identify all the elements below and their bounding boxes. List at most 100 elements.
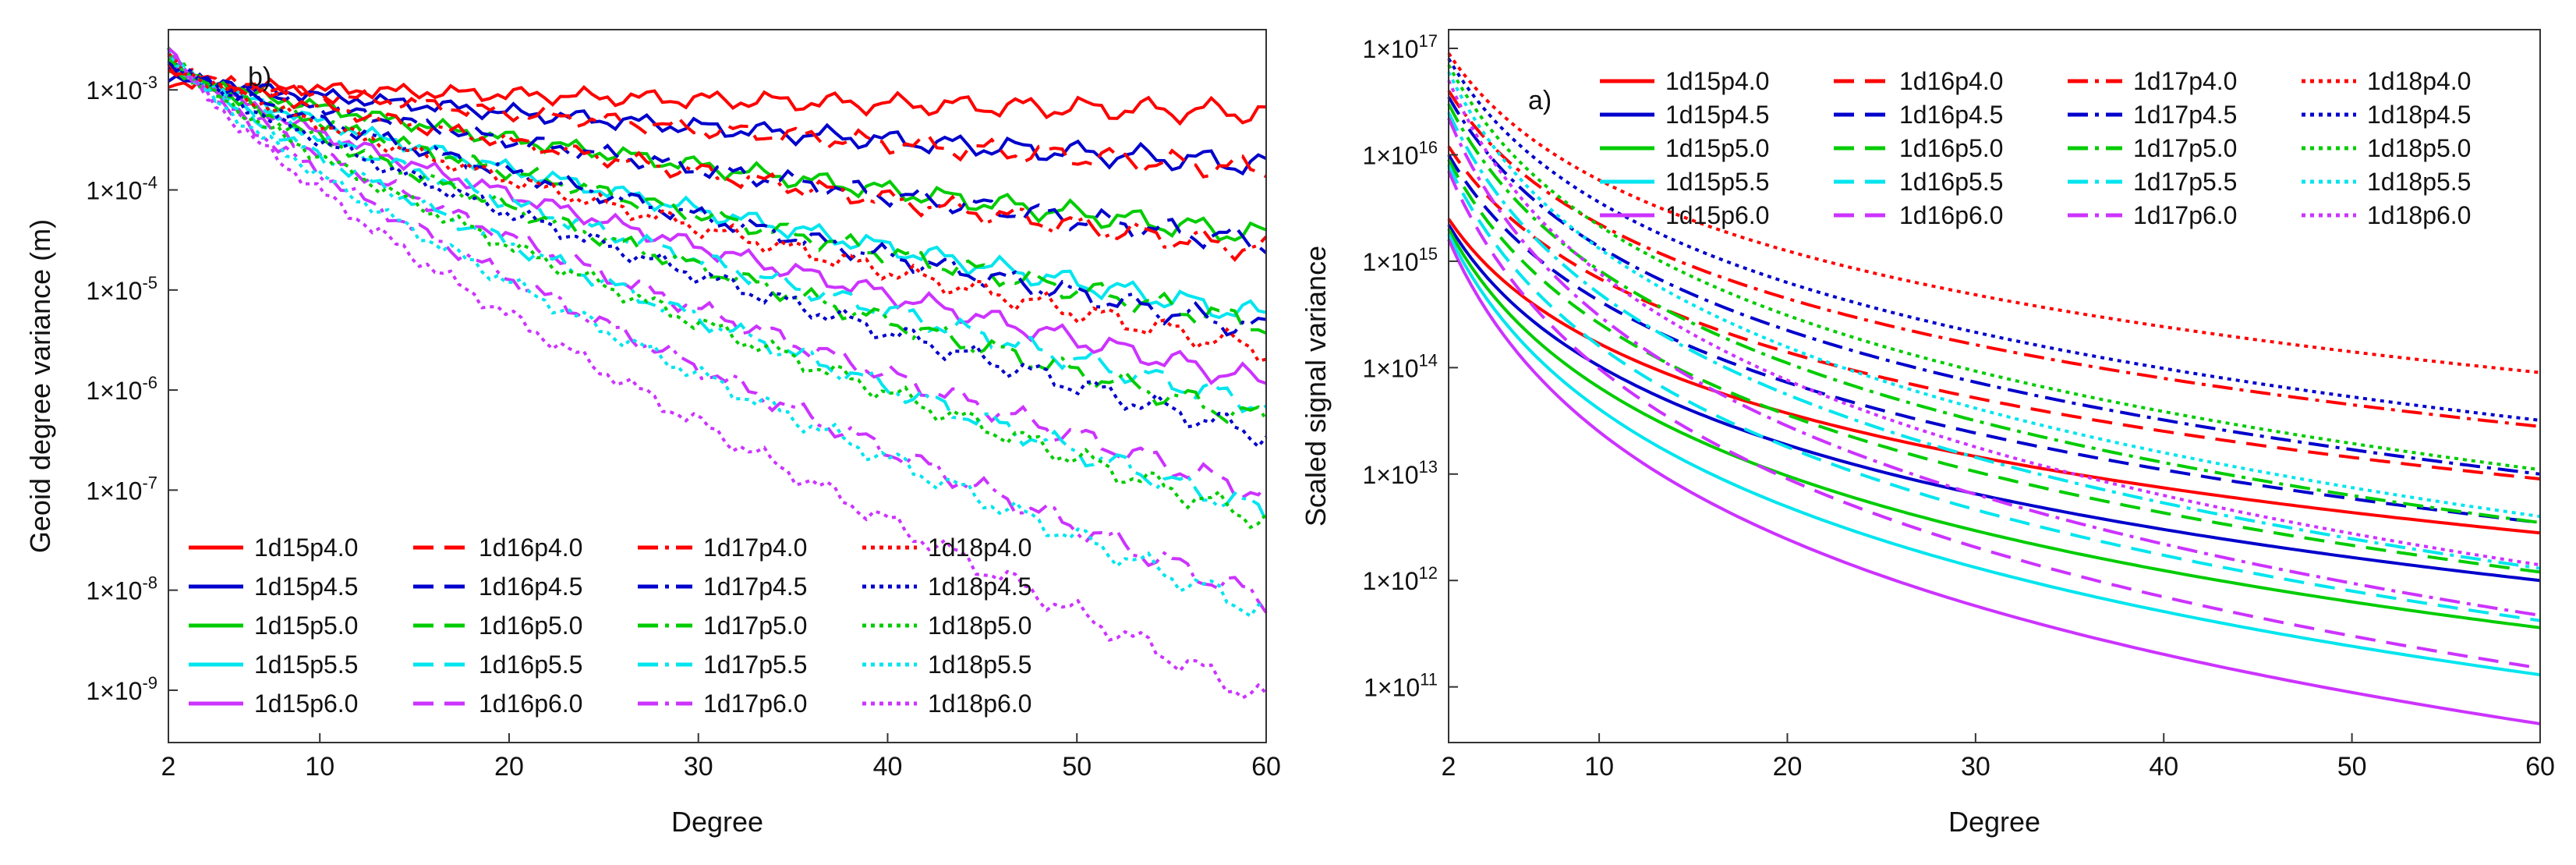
legend-item: 1d17p4.0 xyxy=(2068,67,2237,95)
series-line-1d16p4.5 xyxy=(1447,154,2541,524)
series-line-1d18p4.5 xyxy=(1447,58,2541,422)
x-tick-label: 2 xyxy=(161,752,176,782)
series-line-1d16p6.0 xyxy=(1447,170,2541,670)
legend-label: 1d15p5.0 xyxy=(1665,134,1769,162)
series-line-1d18p5.5 xyxy=(167,48,1267,619)
x-tick-label: 10 xyxy=(1584,752,1614,782)
plot-frame xyxy=(168,29,1267,743)
legend-item: 1d18p4.5 xyxy=(862,573,1031,601)
legend-item: 1d16p4.0 xyxy=(1834,67,2003,95)
y-tick-label: 1×1011 xyxy=(1364,670,1438,702)
series-line-1d16p5.5 xyxy=(167,57,1267,414)
y-tick-label: 1×10-3 xyxy=(86,73,157,105)
legend-item: 1d17p4.5 xyxy=(2068,101,2237,129)
signal-variance-panel: 2 10 20 30 40 50 60 1×1017 1×1016 1×1015 1×1014 1×1… xyxy=(1300,29,2555,838)
legend-item: 1d17p5.5 xyxy=(638,651,807,679)
legend-label: 1d18p4.5 xyxy=(2367,101,2471,129)
y-tick-label: 1×10-4 xyxy=(86,173,157,205)
legend-label: 1d17p5.0 xyxy=(2133,134,2237,162)
legend-label: 1d18p5.5 xyxy=(928,651,1031,679)
y-tick-label: 1×10-5 xyxy=(86,273,157,305)
legend-item: 1d15p4.0 xyxy=(189,534,358,562)
series-line-1d18p4.5 xyxy=(167,47,1268,449)
y-tick-label: 1×1012 xyxy=(1362,563,1438,595)
legend-item: 1d18p5.5 xyxy=(862,651,1031,679)
x-tick-label: 60 xyxy=(2525,752,2555,782)
series-curves xyxy=(1447,52,2541,725)
legend-label: 1d16p4.5 xyxy=(479,573,582,601)
series-line-1d15p4.0 xyxy=(1447,218,2541,535)
legend-label: 1d15p4.5 xyxy=(1665,101,1769,129)
legend: 1d15p4.0 1d15p4.5 1d15p5.0 1d15p5.5 1d15p6.0… xyxy=(189,534,1031,718)
series-line-1d17p5.0 xyxy=(167,57,1268,424)
series-line-1d15p6.0 xyxy=(1447,239,2541,725)
legend-item: 1d18p4.0 xyxy=(862,534,1031,562)
legend-label: 1d16p4.5 xyxy=(1899,101,2003,129)
legend-item: 1d17p4.5 xyxy=(638,573,807,601)
legend-label: 1d15p4.0 xyxy=(1665,67,1769,95)
legend-label: 1d15p5.5 xyxy=(1665,168,1769,196)
legend-label: 1d15p4.5 xyxy=(254,573,358,601)
legend-label: 1d17p5.0 xyxy=(703,612,807,640)
x-tick-label: 10 xyxy=(305,752,334,782)
legend-label: 1d18p4.0 xyxy=(2367,67,2471,95)
legend-item: 1d16p6.0 xyxy=(1834,201,2003,229)
series-line-1d18p5.0 xyxy=(1447,64,2541,472)
legend-item: 1d17p5.0 xyxy=(2068,134,2237,162)
series-line-1d15p5.0 xyxy=(168,69,1267,243)
series-line-1d18p6.0 xyxy=(167,48,1268,700)
legend-item: 1d17p6.0 xyxy=(2068,201,2237,229)
legend-label: 1d18p5.0 xyxy=(2367,134,2471,162)
legend-item: 1d18p4.0 xyxy=(2302,67,2471,95)
y-tick-label: 1×1015 xyxy=(1362,244,1438,276)
series-line-1d16p4.0 xyxy=(1447,145,2541,480)
y-axis-label: Scaled signal variance xyxy=(1300,246,1332,526)
legend-item: 1d16p4.0 xyxy=(413,534,582,562)
legend-item: 1d15p4.5 xyxy=(1600,101,1769,129)
legend-item: 1d16p5.5 xyxy=(413,651,582,679)
legend-item: 1d15p6.0 xyxy=(1600,201,1769,229)
plot-frame xyxy=(1448,29,2541,743)
x-tick-label: 30 xyxy=(1961,752,1990,782)
series-line-1d15p4.0 xyxy=(168,77,1267,126)
legend-label: 1d16p6.0 xyxy=(1899,201,2003,229)
series-line-1d18p6.0 xyxy=(1447,80,2541,567)
legend-label: 1d16p5.5 xyxy=(479,651,582,679)
series-line-1d18p4.0 xyxy=(1447,52,2541,374)
x-tick-label: 40 xyxy=(873,752,903,782)
legend-item: 1d16p4.5 xyxy=(1834,101,2003,129)
y-tick-label: 1×10-9 xyxy=(86,673,157,705)
series-line-1d15p5.5 xyxy=(1447,233,2541,677)
legend-label: 1d17p4.5 xyxy=(703,573,807,601)
legend-item: 1d15p5.5 xyxy=(189,651,358,679)
legend-item: 1d15p4.0 xyxy=(1600,67,1769,95)
series-line-1d18p5.0 xyxy=(167,47,1268,530)
legend-label: 1d18p5.5 xyxy=(2367,168,2471,196)
series-curves xyxy=(167,47,1268,700)
panel-label: a) xyxy=(1528,86,1552,115)
legend-item: 1d15p5.0 xyxy=(1600,134,1769,162)
x-tick-label: 50 xyxy=(1062,752,1092,782)
series-line-1d17p5.5 xyxy=(1447,112,2541,570)
legend-label: 1d17p5.5 xyxy=(2133,168,2237,196)
series-line-1d17p5.0 xyxy=(1447,103,2541,524)
legend-item: 1d15p5.5 xyxy=(1600,168,1769,196)
series-line-1d16p6.0 xyxy=(167,51,1268,499)
x-tick-label: 60 xyxy=(1251,752,1281,782)
legend-item: 1d18p6.0 xyxy=(862,690,1031,718)
legend-item: 1d16p6.0 xyxy=(413,690,582,718)
legend-item: 1d15p5.0 xyxy=(189,612,358,640)
x-axis-label: Degree xyxy=(1948,806,2040,838)
legend-item: 1d15p6.0 xyxy=(189,690,358,718)
series-line-1d16p4.0 xyxy=(167,68,1268,179)
x-tick-label: 2 xyxy=(1442,752,1456,782)
y-tick-label: 1×10-7 xyxy=(86,473,157,505)
y-tick-label: 1×10-8 xyxy=(86,573,157,605)
series-line-1d15p5.0 xyxy=(1447,228,2541,629)
legend-label: 1d17p5.5 xyxy=(703,651,807,679)
x-tick-label: 40 xyxy=(2149,752,2178,782)
legend-item: 1d17p6.0 xyxy=(638,690,807,718)
legend-label: 1d16p5.0 xyxy=(479,612,582,640)
series-line-1d16p4.5 xyxy=(168,66,1268,254)
